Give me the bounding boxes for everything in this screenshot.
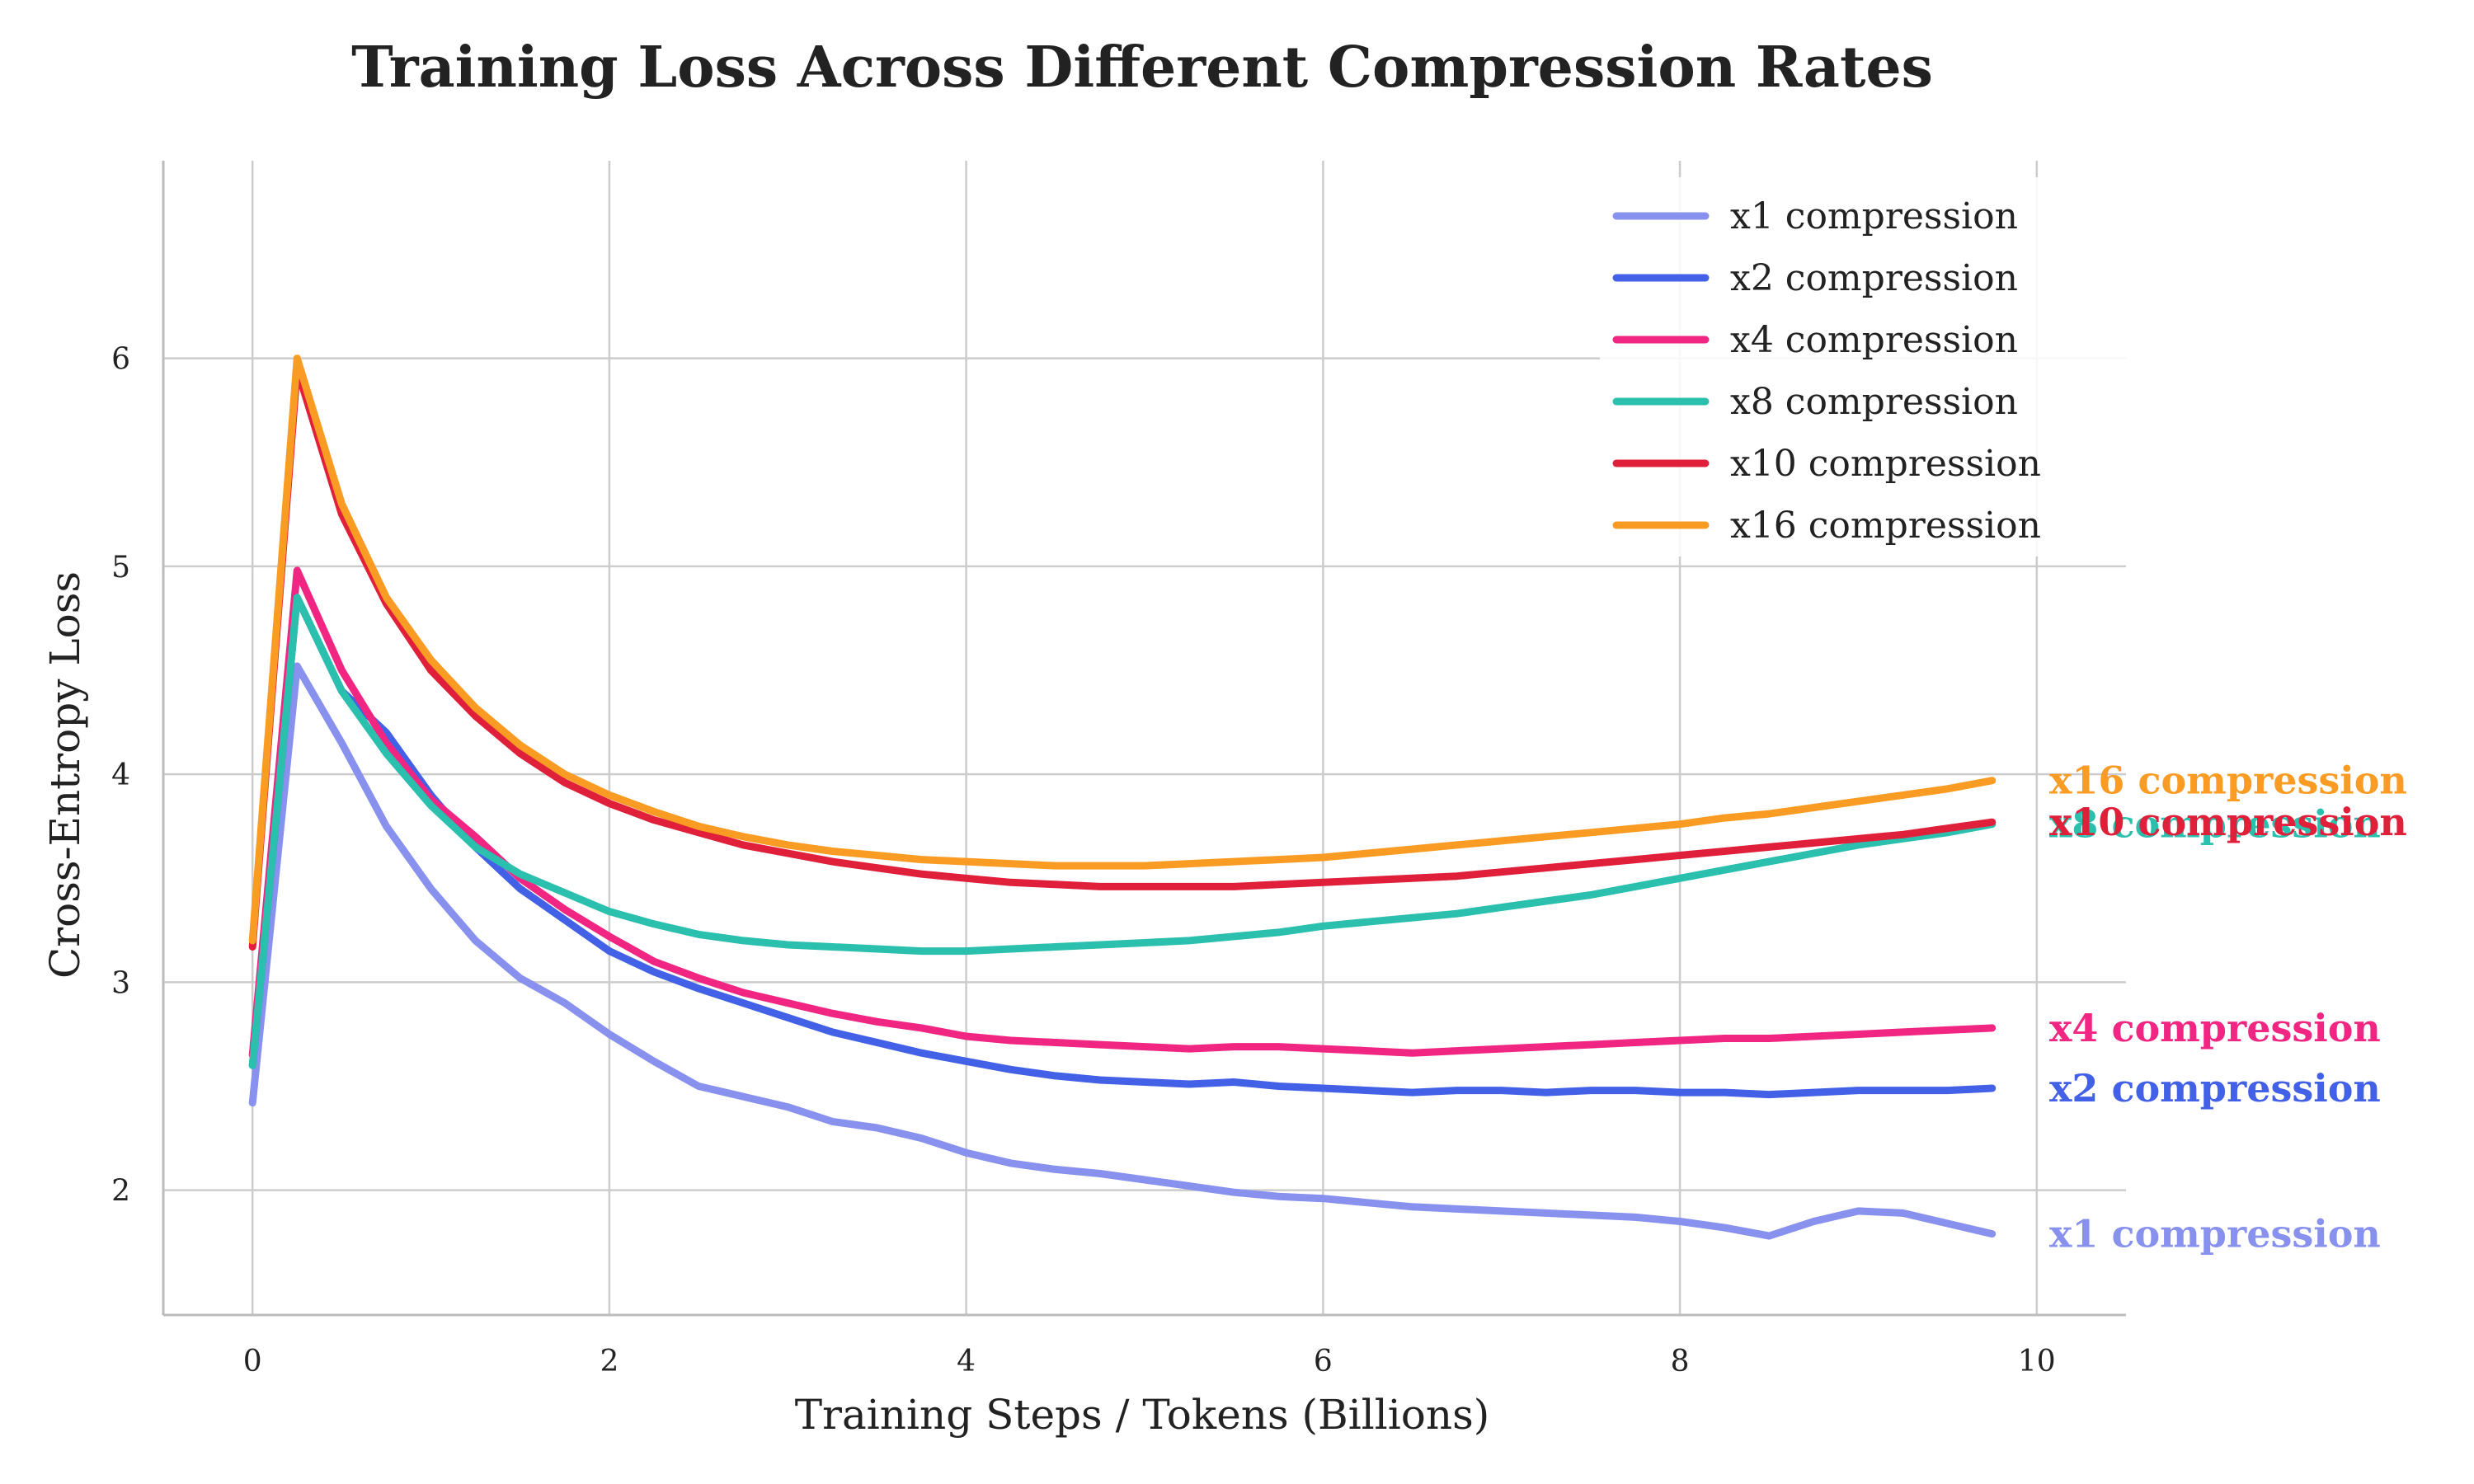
x-tick-label: 0 [243, 1345, 262, 1378]
chart-title: Training Loss Across Different Compressi… [351, 35, 1933, 101]
end-labels: x1 compression x2 compression x4 compressi… [2049, 758, 2407, 1256]
legend-label-x2: x2 compression [1730, 257, 2018, 299]
x-tick-label: 10 [2018, 1345, 2056, 1378]
end-label-x16: x16 compression [2049, 758, 2407, 803]
series-line-x4 [248, 566, 1997, 1059]
y-tick-label: 2 [111, 1175, 130, 1209]
x-tick-label: 2 [600, 1345, 618, 1378]
legend-label-x16: x16 compression [1730, 505, 2041, 547]
x-axis-label: Training Steps / Tokens (Billions) [795, 1391, 1489, 1439]
end-label-x8: x8 compression [2049, 802, 2381, 847]
y-tick-label: 5 [111, 551, 130, 585]
series-line-x8 [248, 594, 1997, 1069]
legend-label-x4: x4 compression [1730, 319, 2018, 361]
x-tick-label: 6 [1314, 1345, 1333, 1378]
legend-label-x10: x10 compression [1730, 443, 2041, 485]
y-tick-label: 4 [111, 758, 130, 792]
legend-label-x1: x1 compression [1730, 195, 2018, 237]
axes-spines [162, 161, 2126, 1317]
end-label-x4: x4 compression [2049, 1006, 2381, 1050]
legend-label-x8: x8 compression [1730, 381, 2018, 423]
series-line-x2 [248, 594, 1997, 1099]
series-line-x10 [248, 364, 1997, 951]
y-tick-label: 3 [111, 966, 130, 1000]
series-line-x16 [248, 355, 1997, 945]
legend: x1 compression x2 compression x4 compressi… [1600, 177, 2128, 556]
tick-labels: 0 2 4 6 8 10 2 3 4 5 6 [111, 343, 2056, 1378]
series-line-x1 [248, 662, 1997, 1240]
end-label-x1: x1 compression [2049, 1212, 2381, 1256]
x-tick-label: 4 [957, 1345, 976, 1378]
x-tick-label: 8 [1671, 1345, 1690, 1378]
end-label-x2: x2 compression [2049, 1066, 2381, 1111]
y-tick-label: 6 [111, 343, 130, 377]
series-lines [248, 355, 1997, 1240]
legend-background [1600, 177, 2128, 556]
y-axis-label: Cross-Entropy Loss [41, 571, 89, 979]
end-label-x10: x10 compression [2049, 800, 2407, 844]
